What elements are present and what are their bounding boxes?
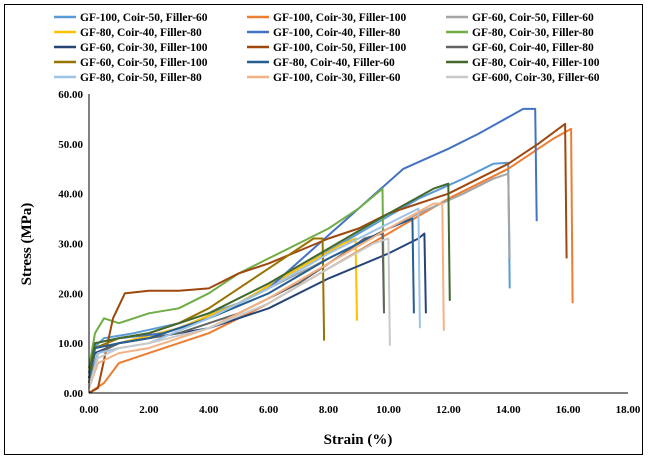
- legend-label: GF-80, Coir-50, Filler-80: [80, 72, 202, 84]
- axes: [88, 94, 628, 394]
- legend-entry-4: GF-80, Coir-40, Filler-80: [54, 27, 202, 39]
- legend-entry-15: GF-600, Coir-30, Filler-60: [446, 72, 600, 84]
- legend-label: GF-100, Coir-50, Filler-60: [80, 12, 208, 24]
- x-tick-label: 12.00: [436, 404, 461, 416]
- x-tick-label: 18.00: [616, 404, 641, 416]
- x-tick-label: 6.00: [259, 404, 279, 416]
- chart-frame: [4, 4, 643, 455]
- legend-entry-12: GF-80, Coir-40, Filler-100: [446, 57, 600, 69]
- series-line-6: [88, 187, 385, 369]
- legend-label: GF-60, Coir-50, Filler-100: [80, 57, 208, 69]
- x-axis-title: Strain (%): [324, 432, 393, 448]
- y-tick-label: 10.00: [58, 338, 83, 350]
- legend-entry-13: GF-80, Coir-50, Filler-80: [54, 72, 202, 84]
- legend-label: GF-60, Coir-50, Filler-60: [472, 12, 594, 24]
- x-tick-label: 8.00: [319, 404, 339, 416]
- y-tick-labels: 0.00 10.00 20.00 30.00 40.00 50.00 60.00: [58, 89, 83, 400]
- legend-entry-2: GF-100, Coir-30, Filler-100: [247, 12, 407, 24]
- y-axis-title: Stress (MPa): [19, 203, 35, 286]
- series-layer: [88, 107, 574, 394]
- legend-label: GF-100, Coir-50, Filler-100: [273, 42, 407, 54]
- legend-label: GF-100, Coir-40, Filler-80: [273, 27, 401, 39]
- series-line-8: [88, 122, 568, 394]
- legend-entry-14: GF-100, Coir-30, Filler-60: [247, 72, 401, 84]
- y-tick-label: 0.00: [64, 388, 84, 400]
- legend-label: GF-100, Coir-30, Filler-100: [273, 12, 407, 24]
- series-line-15: [88, 237, 391, 389]
- series-line-12: [88, 182, 451, 374]
- x-tick-label: 0.00: [79, 404, 99, 416]
- legend-entry-6: GF-80, Coir-30, Filler-80: [446, 27, 594, 39]
- y-tick-label: 60.00: [58, 89, 83, 101]
- legend-label: GF-80, Coir-40, Filler-100: [472, 57, 600, 69]
- legend-label: GF-600, Coir-30, Filler-60: [472, 72, 600, 84]
- y-tick-label: 50.00: [58, 139, 83, 151]
- y-tick-label: 40.00: [58, 189, 83, 201]
- legend-entry-10: GF-60, Coir-50, Filler-100: [54, 57, 208, 69]
- y-tick-label: 20.00: [58, 288, 83, 300]
- x-tick-label: 10.00: [376, 404, 401, 416]
- legend-entry-11: GF-80, Coir-40, Filler-60: [247, 57, 395, 69]
- legend-entry-8: GF-100, Coir-50, Filler-100: [247, 42, 407, 54]
- x-tick-label: 14.00: [496, 404, 521, 416]
- series-line-11: [88, 217, 415, 379]
- legend-label: GF-80, Coir-40, Filler-60: [273, 57, 395, 69]
- legend-entry-5: GF-100, Coir-40, Filler-80: [247, 27, 401, 39]
- x-tick-label: 16.00: [556, 404, 581, 416]
- legend-label: GF-100, Coir-30, Filler-60: [273, 72, 401, 84]
- legend-entry-7: GF-60, Coir-30, Filler-100: [54, 42, 208, 54]
- legend-entry-9: GF-60, Coir-40, Filler-80: [446, 42, 594, 54]
- legend-entry-3: GF-60, Coir-50, Filler-60: [446, 12, 594, 24]
- legend-label: GF-80, Coir-30, Filler-80: [472, 27, 594, 39]
- legend-label: GF-60, Coir-30, Filler-100: [80, 42, 208, 54]
- y-tick-label: 30.00: [58, 239, 83, 251]
- legend-label: GF-80, Coir-40, Filler-80: [80, 27, 202, 39]
- legend-label: GF-60, Coir-40, Filler-80: [472, 42, 594, 54]
- legend-entry-1: GF-100, Coir-50, Filler-60: [54, 12, 208, 24]
- x-tick-labels: 0.00 2.00 4.00 6.00 8.00 10.00 12.00 14.00 16.00…: [79, 404, 641, 416]
- x-tick-label: 4.00: [199, 404, 219, 416]
- legend: GF-100, Coir-50, Filler-60 GF-100, Coir-3…: [54, 12, 600, 84]
- x-tick-label: 2.00: [139, 404, 159, 416]
- series-line-14: [88, 202, 445, 389]
- series-line-13: [88, 207, 421, 389]
